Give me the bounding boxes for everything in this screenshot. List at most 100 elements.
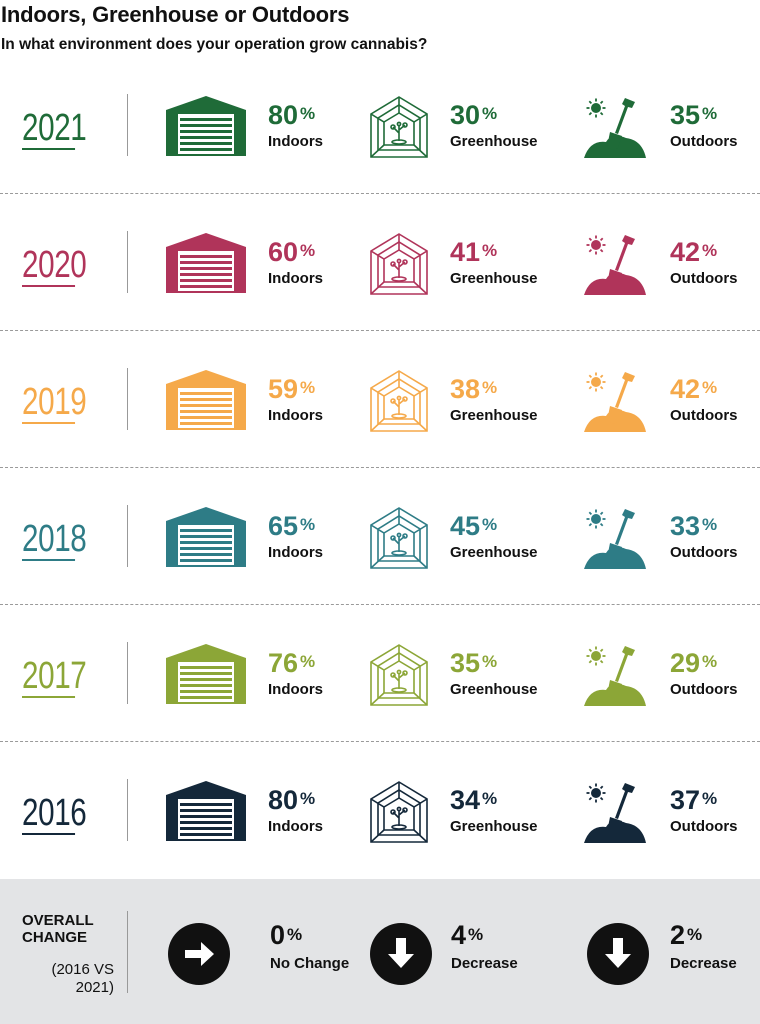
greenhouse-stat: 41% Greenhouse bbox=[450, 238, 538, 287]
value-label: 37 bbox=[670, 785, 701, 815]
sun-shovel-icon bbox=[584, 233, 648, 300]
summary-outdoors-value: 2 bbox=[670, 920, 686, 950]
year-row: 2019 59% Indoors 38% Greenhouse 42% Outdoors bbox=[0, 335, 760, 472]
divider bbox=[127, 911, 128, 993]
year-row: 2017 76% Indoors 35% Greenhouse 29% Outdoors bbox=[0, 609, 760, 746]
year-row: 2021 80% Indoors 30% Greenhouse 35% Outdoors bbox=[0, 61, 760, 198]
indoors-percent: 80% bbox=[268, 100, 316, 130]
row-separator bbox=[0, 330, 760, 331]
divider bbox=[127, 642, 128, 704]
greenhouse-stat: 30% Greenhouse bbox=[450, 101, 538, 150]
value-label: 34 bbox=[450, 785, 481, 815]
row-separator bbox=[0, 604, 760, 605]
sun-shovel-icon bbox=[584, 644, 648, 711]
value-label: 30 bbox=[450, 100, 481, 130]
sun-shovel-icon bbox=[584, 781, 648, 848]
sun-shovel-icon bbox=[584, 507, 648, 574]
year-label: 2017 bbox=[22, 655, 87, 698]
indoors-stat: 60% Indoors bbox=[268, 238, 323, 287]
garage-icon bbox=[166, 781, 246, 846]
outdoors-percent: 37% bbox=[670, 785, 718, 815]
arrow-right-icon bbox=[168, 923, 230, 985]
indoors-label: Indoors bbox=[268, 544, 323, 561]
indoors-label: Indoors bbox=[268, 681, 323, 698]
year-label: 2020 bbox=[22, 244, 87, 287]
summary-indoors-value: 0 bbox=[270, 920, 286, 950]
greenhouse-plant-icon bbox=[369, 644, 429, 711]
outdoors-label: Outdoors bbox=[670, 407, 738, 424]
indoors-label: Indoors bbox=[268, 407, 323, 424]
summary-outdoors-label: Decrease bbox=[670, 955, 737, 972]
value-label: 80 bbox=[268, 100, 299, 130]
greenhouse-percent: 41% bbox=[450, 237, 498, 267]
value-label: 29 bbox=[670, 648, 701, 678]
indoors-stat: 80% Indoors bbox=[268, 786, 323, 835]
page-title: Indoors, Greenhouse or Outdoors bbox=[1, 2, 350, 27]
garage-icon bbox=[166, 96, 246, 161]
year-label: 2019 bbox=[22, 381, 87, 424]
value-label: 59 bbox=[268, 374, 299, 404]
outdoors-percent: 29% bbox=[670, 648, 718, 678]
outdoors-percent: 42% bbox=[670, 237, 718, 267]
greenhouse-label: Greenhouse bbox=[450, 818, 538, 835]
value-label: 65 bbox=[268, 511, 299, 541]
arrow-down-icon bbox=[587, 923, 649, 985]
divider bbox=[127, 779, 128, 841]
sun-shovel-icon bbox=[584, 370, 648, 437]
indoors-stat: 76% Indoors bbox=[268, 649, 323, 698]
summary-indoors-label: No Change bbox=[270, 955, 350, 972]
greenhouse-percent: 45% bbox=[450, 511, 498, 541]
indoors-percent: 76% bbox=[268, 648, 316, 678]
greenhouse-plant-icon bbox=[369, 781, 429, 848]
outdoors-percent: 33% bbox=[670, 511, 718, 541]
garage-icon bbox=[166, 370, 246, 435]
outdoors-label: Outdoors bbox=[670, 681, 738, 698]
greenhouse-percent: 38% bbox=[450, 374, 498, 404]
divider bbox=[127, 231, 128, 293]
greenhouse-label: Greenhouse bbox=[450, 681, 538, 698]
greenhouse-percent: 34% bbox=[450, 785, 498, 815]
indoors-stat: 59% Indoors bbox=[268, 375, 323, 424]
row-separator bbox=[0, 741, 760, 742]
greenhouse-label: Greenhouse bbox=[450, 133, 538, 150]
outdoors-stat: 42% Outdoors bbox=[670, 238, 738, 287]
greenhouse-label: Greenhouse bbox=[450, 407, 538, 424]
indoors-stat: 80% Indoors bbox=[268, 101, 323, 150]
indoors-stat: 65% Indoors bbox=[268, 512, 323, 561]
greenhouse-percent: 30% bbox=[450, 100, 498, 130]
greenhouse-plant-icon bbox=[369, 96, 429, 163]
outdoors-stat: 35% Outdoors bbox=[670, 101, 738, 150]
indoors-percent: 65% bbox=[268, 511, 316, 541]
greenhouse-label: Greenhouse bbox=[450, 270, 538, 287]
garage-icon bbox=[166, 644, 246, 709]
indoors-percent: 59% bbox=[268, 374, 316, 404]
summary-greenhouse: 4% Decrease bbox=[451, 920, 518, 972]
indoors-label: Indoors bbox=[268, 133, 323, 150]
outdoors-stat: 42% Outdoors bbox=[670, 375, 738, 424]
summary-outdoors: 2% Decrease bbox=[670, 920, 737, 972]
outdoors-label: Outdoors bbox=[670, 270, 738, 287]
garage-icon bbox=[166, 233, 246, 298]
value-label: 38 bbox=[450, 374, 481, 404]
greenhouse-plant-icon bbox=[369, 233, 429, 300]
year-label: 2018 bbox=[22, 518, 87, 561]
row-separator bbox=[0, 467, 760, 468]
sun-shovel-icon bbox=[584, 96, 648, 163]
year-label: 2021 bbox=[22, 107, 87, 150]
value-label: 80 bbox=[268, 785, 299, 815]
year-label: 2016 bbox=[22, 792, 87, 835]
greenhouse-percent: 35% bbox=[450, 648, 498, 678]
value-label: 35 bbox=[670, 100, 701, 130]
indoors-label: Indoors bbox=[268, 818, 323, 835]
greenhouse-stat: 38% Greenhouse bbox=[450, 375, 538, 424]
year-row: 2020 60% Indoors 41% Greenhouse 42% Outdoors bbox=[0, 198, 760, 335]
outdoors-percent: 35% bbox=[670, 100, 718, 130]
outdoors-percent: 42% bbox=[670, 374, 718, 404]
indoors-label: Indoors bbox=[268, 270, 323, 287]
value-label: 41 bbox=[450, 237, 481, 267]
greenhouse-plant-icon bbox=[369, 507, 429, 574]
outdoors-label: Outdoors bbox=[670, 133, 738, 150]
garage-icon bbox=[166, 507, 246, 572]
value-label: 76 bbox=[268, 648, 299, 678]
summary-greenhouse-value: 4 bbox=[451, 920, 467, 950]
